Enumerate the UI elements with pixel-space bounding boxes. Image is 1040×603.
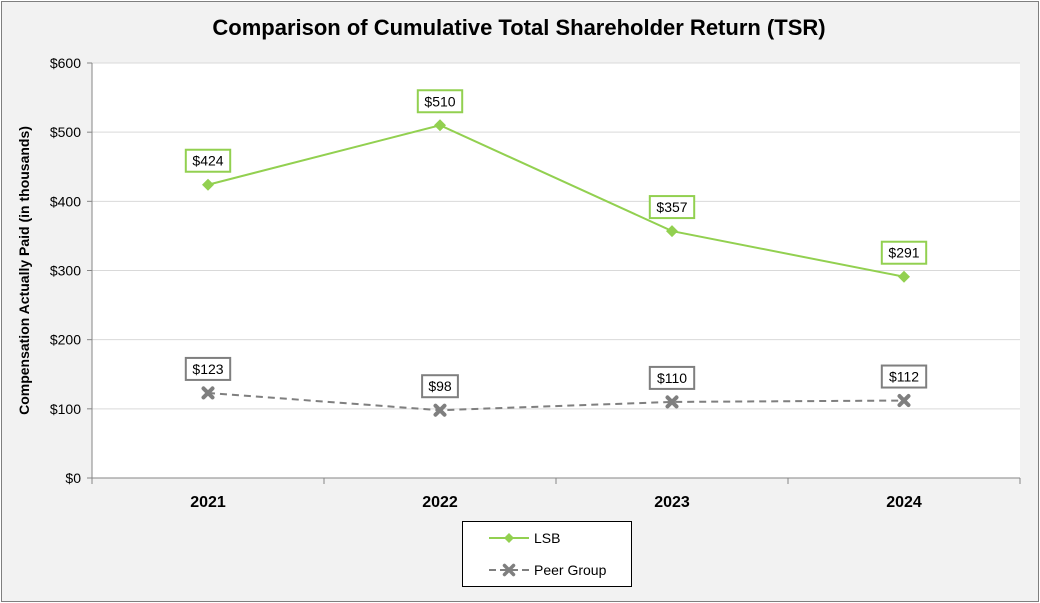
legend-item-peer-group: Peer Group bbox=[489, 560, 606, 580]
y-tick-label: $100 bbox=[50, 401, 81, 417]
legend: LSB Peer Group bbox=[462, 521, 632, 587]
data-point bbox=[665, 395, 679, 409]
data-label-box bbox=[184, 148, 232, 173]
chart-title: Comparison of Cumulative Total Sharehold… bbox=[212, 15, 826, 40]
data-label: $424 bbox=[192, 153, 223, 169]
legend-item-lsb: LSB bbox=[489, 528, 560, 548]
data-point bbox=[201, 386, 215, 400]
series-line-lsb bbox=[207, 124, 905, 278]
legend-lsb-swatch bbox=[489, 533, 529, 543]
data-label-box bbox=[880, 364, 928, 389]
legend-peer-group-label: Peer Group bbox=[534, 562, 607, 578]
x-tick-label: 2022 bbox=[422, 494, 458, 511]
data-label-box bbox=[184, 356, 232, 381]
x-tick-label: 2024 bbox=[886, 494, 922, 511]
y-tick-label: $200 bbox=[50, 332, 81, 348]
data-point bbox=[433, 403, 447, 417]
data-point bbox=[666, 225, 678, 238]
data-label: $510 bbox=[424, 93, 455, 109]
data-label: $98 bbox=[428, 378, 452, 394]
data-label-box bbox=[648, 365, 696, 390]
data-label: $357 bbox=[656, 199, 687, 215]
data-point bbox=[202, 178, 214, 191]
data-label-box bbox=[421, 374, 459, 399]
y-tick-label: $600 bbox=[50, 55, 81, 71]
data-point bbox=[898, 270, 910, 283]
data-label: $112 bbox=[889, 369, 919, 385]
data-label-box bbox=[880, 240, 928, 265]
y-axis-title: Compensation Actually Paid (in thousands… bbox=[16, 126, 32, 415]
y-tick-label: $400 bbox=[50, 193, 81, 209]
data-label: $291 bbox=[888, 245, 919, 261]
x-tick-label: 2021 bbox=[190, 494, 226, 511]
data-label-box bbox=[648, 195, 696, 220]
y-tick-label: $0 bbox=[65, 470, 81, 486]
legend-lsb-label: LSB bbox=[534, 530, 561, 546]
y-tick-label: $500 bbox=[50, 124, 81, 140]
data-point bbox=[897, 394, 911, 408]
data-label: $110 bbox=[657, 370, 687, 386]
x-tick-label: 2023 bbox=[654, 494, 690, 511]
data-label-box bbox=[416, 89, 464, 114]
series-line-peer-group bbox=[207, 391, 905, 412]
data-point bbox=[434, 119, 446, 132]
legend-peer-group-swatch bbox=[489, 563, 529, 577]
y-tick-label: $300 bbox=[50, 263, 81, 279]
data-label: $123 bbox=[192, 361, 223, 377]
